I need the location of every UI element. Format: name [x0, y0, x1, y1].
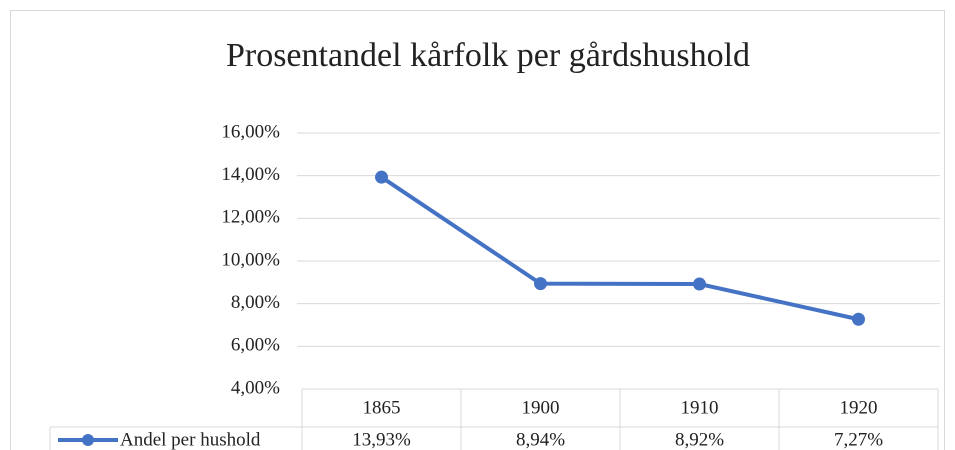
data-label: 8,92%	[675, 429, 724, 450]
data-label: 7,27%	[834, 429, 883, 450]
chart-title: Prosentandel kårfolk per gårdshushold	[226, 37, 750, 74]
point	[534, 277, 547, 291]
line	[380, 175, 859, 322]
x-tick-label: 1910	[681, 397, 719, 418]
data-label: 13,93%	[352, 429, 411, 450]
chart-frame	[10, 10, 945, 450]
y-tick-label: 14,00%	[221, 164, 280, 185]
y-tick-label: 6,00%	[231, 335, 280, 356]
y-tick-label: 12,00%	[221, 207, 280, 228]
point	[852, 312, 865, 326]
x-tick-label: 1920	[840, 397, 878, 418]
legend-marker	[82, 434, 94, 446]
data-label: 8,94%	[516, 429, 565, 450]
legend-label: Andel per hushold	[120, 429, 261, 450]
point	[375, 170, 388, 184]
point	[693, 277, 706, 291]
y-tick-label: 8,00%	[231, 292, 280, 313]
x-tick-label: 1865	[363, 397, 401, 418]
x-tick-label: 1900	[522, 397, 560, 418]
y-tick-label: 16,00%	[221, 121, 280, 142]
y-tick-label: 10,00%	[221, 249, 280, 270]
y-tick-label: 4,00%	[231, 377, 280, 398]
